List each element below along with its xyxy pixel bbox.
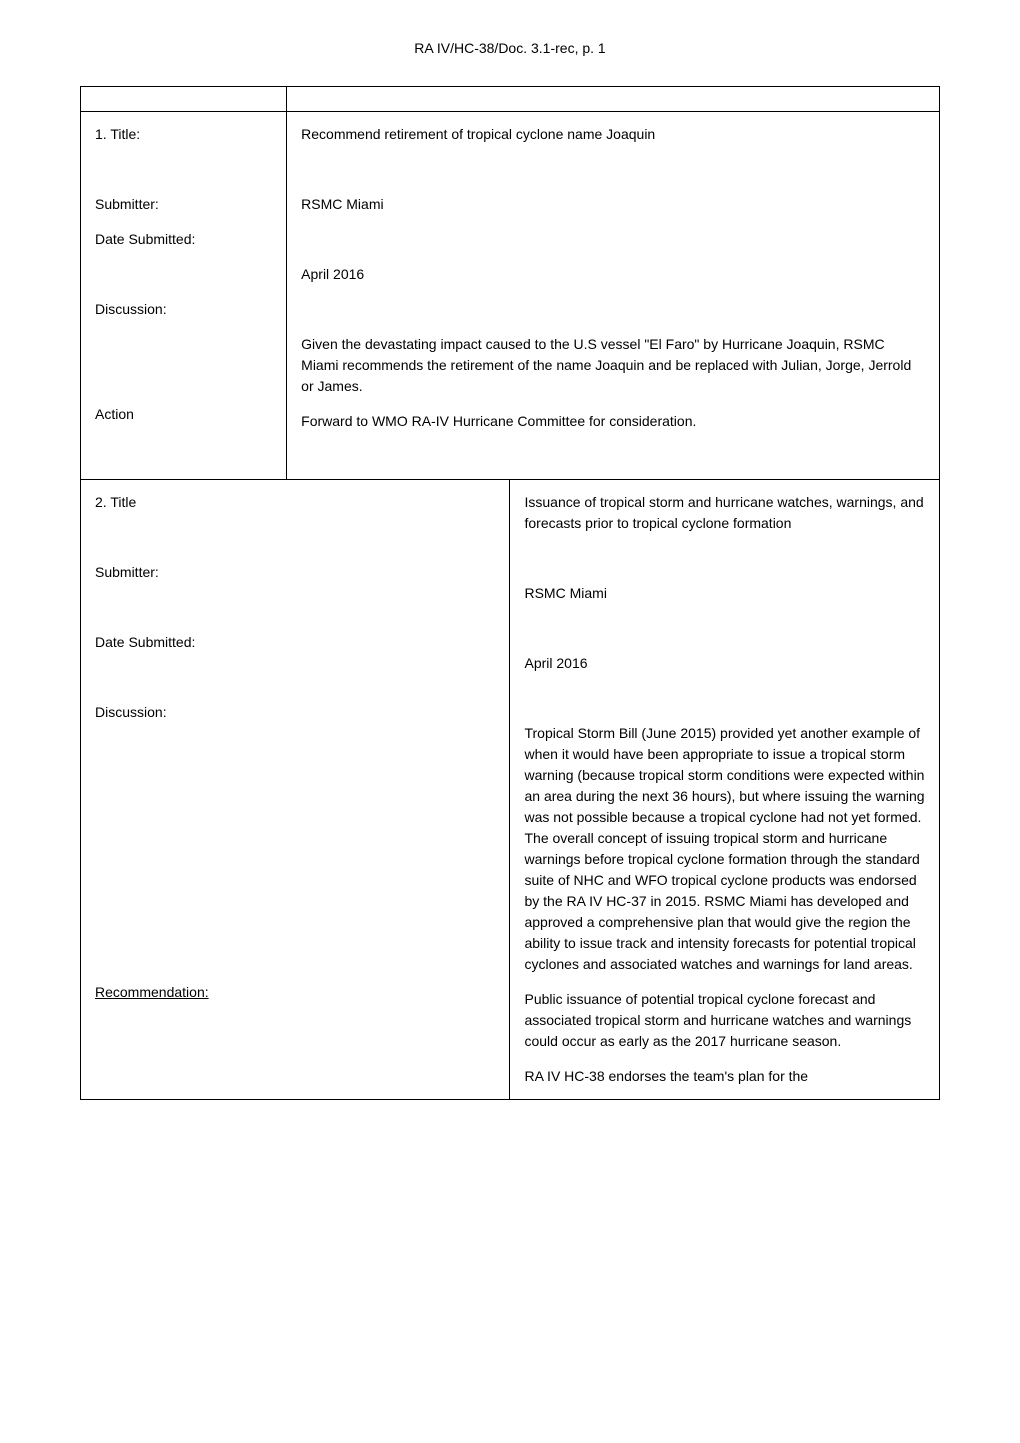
section-2-row: 2. Title Submitter: Date Submitted: Disc… [81,480,940,1100]
discussion-value: Given the devastating impact caused to t… [301,334,925,397]
discussion-p1: Tropical Storm Bill (June 2015) provided… [524,723,925,975]
discussion-label: Discussion: [95,702,495,723]
section-2-content: Issuance of tropical storm and hurricane… [510,480,940,1100]
empty-header-row [81,87,940,112]
submitter-value: RSMC Miami [524,583,925,604]
submitter-label: Submitter: [95,562,495,583]
discussion-label: Discussion: [95,299,272,320]
empty-cell [287,87,940,112]
submitter-value: RSMC Miami [301,194,925,215]
document-table: 1. Title: Submitter: Date Submitted: Dis… [80,86,940,1100]
header-text: RA IV/HC-38/Doc. 3.1-rec, p. 1 [414,40,605,56]
empty-cell [81,87,287,112]
submitter-label: Submitter: [95,194,272,215]
page-header: RA IV/HC-38/Doc. 3.1-rec, p. 1 [80,40,940,56]
section-1-row: 1. Title: Submitter: Date Submitted: Dis… [81,112,940,480]
date-submitted-label: Date Submitted: [95,632,495,653]
discussion-p2: Public issuance of potential tropical cy… [524,989,925,1052]
discussion-p3: RA IV HC-38 endorses the team's plan for… [524,1066,925,1087]
recommendation-label: Recommendation: [95,982,495,1003]
title-label: 1. Title: [95,124,272,145]
date-submitted-value: April 2016 [524,653,925,674]
section-1-labels: 1. Title: Submitter: Date Submitted: Dis… [81,112,287,480]
action-label: Action [95,404,272,425]
title-value: Issuance of tropical storm and hurricane… [524,492,925,534]
section-2-labels: 2. Title Submitter: Date Submitted: Disc… [81,480,510,1100]
date-submitted-value: April 2016 [301,264,925,285]
section-1-content: Recommend retirement of tropical cyclone… [287,112,940,480]
action-value: Forward to WMO RA-IV Hurricane Committee… [301,411,925,432]
title-label: 2. Title [95,492,495,513]
title-value: Recommend retirement of tropical cyclone… [301,124,925,145]
date-submitted-label: Date Submitted: [95,229,272,250]
